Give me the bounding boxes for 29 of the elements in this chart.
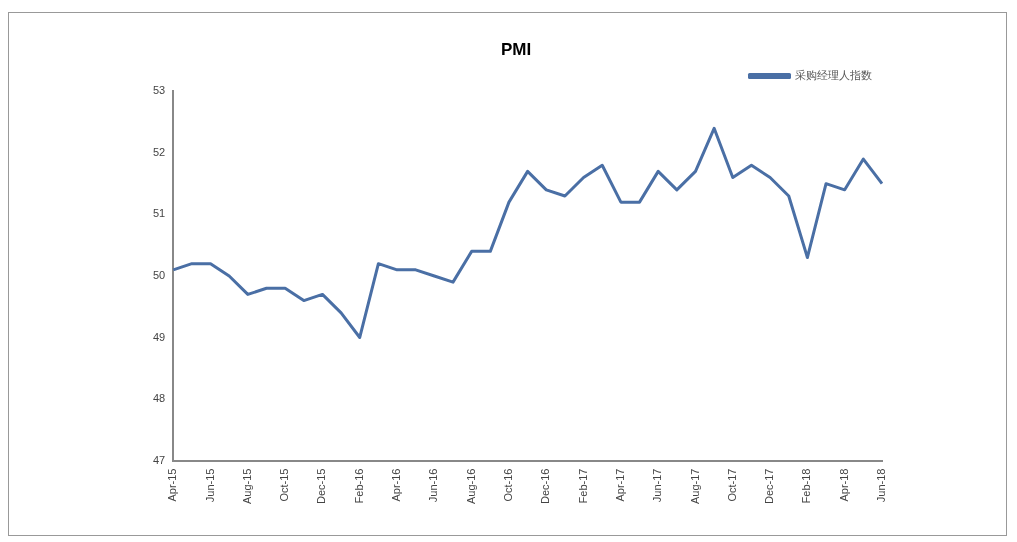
x-tick-label: Apr-17 <box>613 468 626 502</box>
x-tick-label: Apr-18 <box>837 468 850 502</box>
y-tick-label: 49 <box>152 330 166 343</box>
x-tick-label: Aug-15 <box>240 468 253 505</box>
y-tick-label: 51 <box>152 207 166 220</box>
y-tick-label: 50 <box>152 269 166 281</box>
chart-title: PMI <box>500 39 532 59</box>
x-tick-label: Dec-15 <box>315 468 328 504</box>
x-tick-label: Feb-18 <box>800 468 813 504</box>
x-tick-label: Aug-17 <box>688 468 701 505</box>
legend-label: 采购经理人指数 <box>795 68 872 82</box>
x-tick-label: Oct-16 <box>502 468 514 502</box>
x-tick-label: Oct-15 <box>278 468 291 502</box>
x-tick-label: Jun-18 <box>875 468 888 503</box>
y-tick-label: 47 <box>152 453 166 466</box>
x-tick-label: Feb-16 <box>352 468 365 504</box>
x-tick-label: Aug-16 <box>464 468 477 505</box>
x-tick-label: Apr-16 <box>390 468 403 502</box>
x-tick-label: Jun-16 <box>427 468 440 503</box>
x-tick-label: Jun-15 <box>203 468 216 503</box>
x-tick-label: Oct-17 <box>725 468 738 502</box>
x-tick-label: Feb-17 <box>576 468 589 504</box>
x-tick-label: Dec-17 <box>763 468 776 504</box>
x-tick-label: Jun-17 <box>651 468 664 503</box>
x-tick-label: Apr-15 <box>166 468 179 502</box>
x-tick-label: Dec-16 <box>539 468 552 504</box>
y-tick-label: 53 <box>152 84 166 97</box>
y-tick-label: 52 <box>152 145 166 158</box>
y-tick-label: 48 <box>152 392 166 405</box>
